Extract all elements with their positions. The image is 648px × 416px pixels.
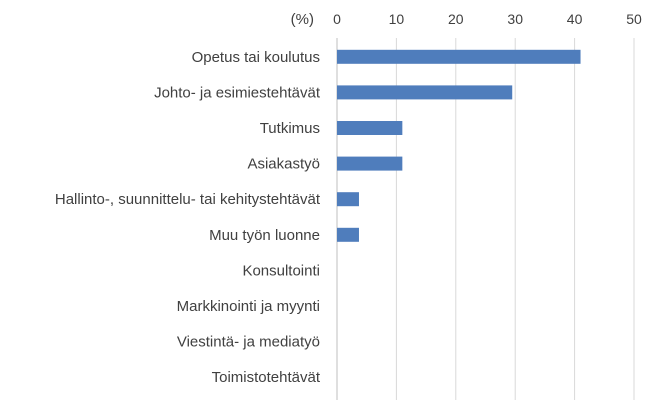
bar	[337, 192, 359, 207]
category-label: Toimistotehtävät	[212, 369, 321, 386]
x-tick-label: 10	[389, 11, 405, 27]
category-label: Konsultointi	[242, 262, 320, 279]
x-tick-label: 40	[567, 11, 583, 27]
category-label: Opetus tai koulutus	[192, 49, 320, 66]
category-label: Muu työn luonne	[209, 227, 320, 244]
x-axis-ticks: 0 10 20 30 40 50	[333, 11, 642, 27]
x-tick-label: 0	[333, 11, 341, 27]
category-label: Markkinointi ja myynti	[177, 298, 320, 315]
category-label: Hallinto-, suunnittelu- tai kehitystehtä…	[55, 191, 321, 208]
x-tick-label: 30	[507, 11, 523, 27]
x-axis-unit-label: (%)	[291, 11, 314, 28]
category-labels: Opetus tai koulutus Johto- ja esimiesteht…	[55, 49, 321, 386]
bar	[337, 156, 403, 171]
bar	[337, 227, 359, 242]
bar	[337, 49, 581, 64]
category-label: Tutkimus	[260, 120, 320, 137]
category-label: Viestintä- ja mediatyö	[177, 334, 320, 351]
category-label: Johto- ja esimiestehtävät	[154, 84, 321, 101]
bar	[337, 85, 513, 100]
bars	[337, 49, 581, 242]
bar	[337, 121, 403, 135]
category-label: Asiakastyö	[247, 156, 320, 173]
x-tick-label: 50	[626, 11, 642, 27]
x-tick-label: 20	[448, 11, 464, 27]
